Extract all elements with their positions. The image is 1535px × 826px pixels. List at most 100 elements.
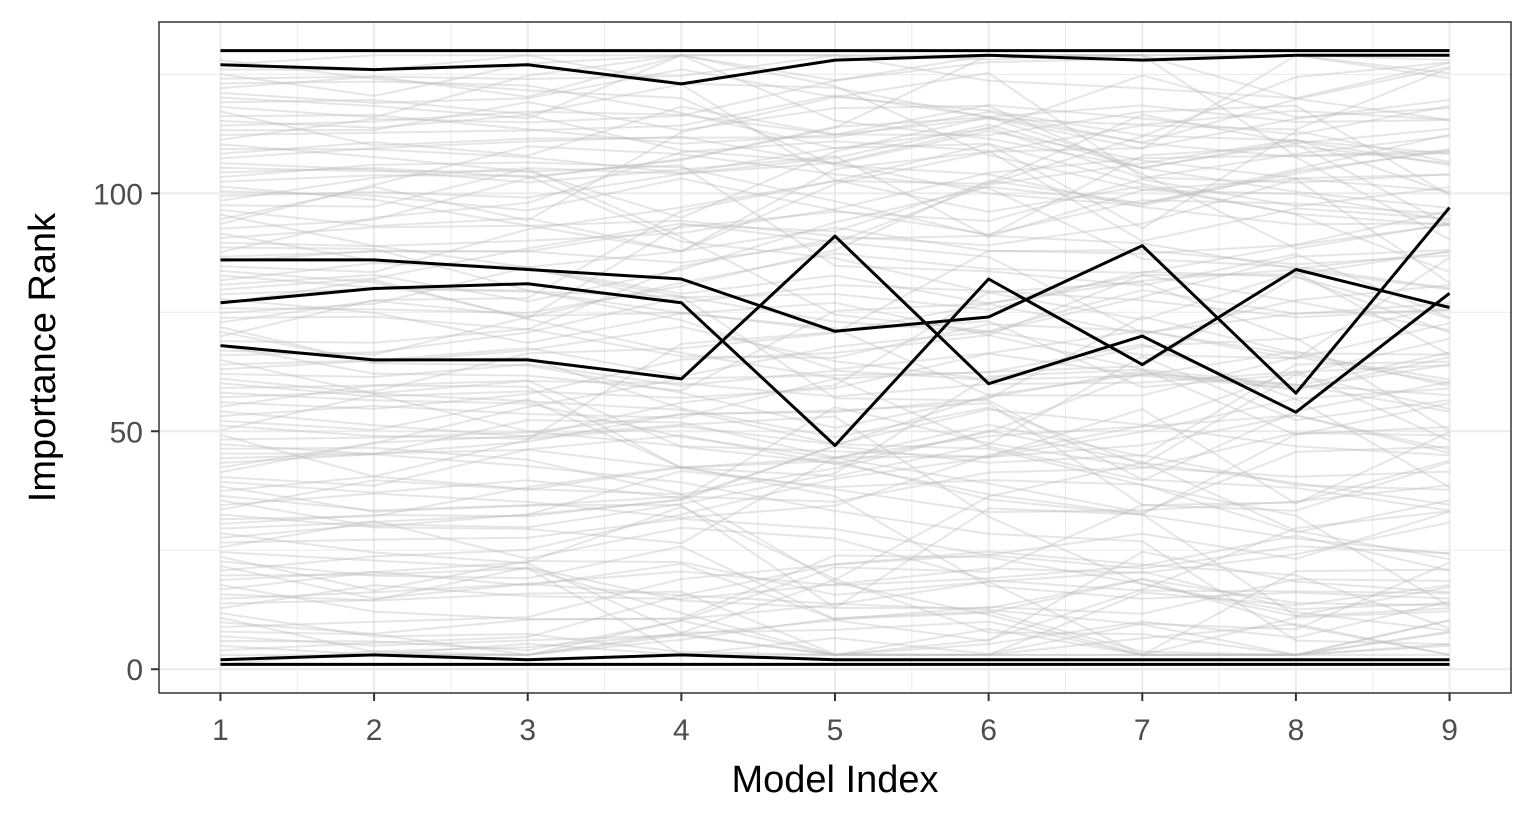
background-series-line: [220, 223, 1450, 356]
background-series-line: [220, 414, 1450, 572]
background-series-line: [220, 250, 1450, 410]
background-series-line: [220, 54, 1450, 150]
axis-tick-labels: 1 2 3 4 5 6 7 8 9 0 50 100: [93, 178, 1458, 747]
y-axis-title: Importance Rank: [22, 212, 64, 502]
background-series-line: [220, 554, 1450, 635]
background-series-line: [220, 431, 1450, 513]
background-series-line: [220, 54, 1450, 100]
background-series-line: [220, 54, 1450, 90]
background-series-line: [220, 446, 1450, 656]
background-series-line: [220, 298, 1450, 436]
background-series-line: [220, 140, 1450, 254]
background-series-line: [220, 149, 1450, 248]
x-tick-label: 3: [519, 714, 536, 747]
background-series-line: [220, 520, 1450, 595]
x-tick-label: 1: [212, 714, 229, 747]
highlighted-series-line-6: [220, 653, 1450, 662]
background-series-line: [220, 459, 1450, 657]
background-series-line: [220, 325, 1451, 432]
background-series-line: [220, 360, 1450, 460]
background-series-line: [220, 550, 1450, 656]
background-series-line: [220, 101, 1450, 250]
background-series-line: [220, 174, 1450, 356]
background-series-line: [220, 555, 1450, 656]
background-series-line: [220, 155, 1450, 238]
background-series-line: [220, 610, 1450, 656]
background-series-line: [220, 54, 1450, 227]
background-series-line: [220, 54, 1450, 158]
x-tick-label: 2: [366, 714, 383, 747]
background-series-line: [220, 600, 1450, 656]
background-series-line: [220, 145, 1450, 331]
background-series-line: [220, 83, 1450, 227]
background-series-line: [220, 634, 1450, 656]
background-series-line: [220, 322, 1450, 378]
background-series-line: [220, 465, 1450, 600]
background-series-line: [220, 387, 1450, 459]
background-series-line: [220, 461, 1450, 634]
background-series-line: [220, 299, 1450, 397]
background-series-line: [220, 379, 1450, 617]
axis-ticks: [151, 192, 1451, 701]
background-series-line: [220, 222, 1450, 334]
background-series-line: [220, 145, 1450, 290]
x-axis-title: Model Index: [731, 759, 938, 801]
background-series-line: [220, 562, 1450, 621]
background-series-line: [220, 114, 1450, 207]
background-series-line: [220, 545, 1450, 656]
background-series-line: [220, 402, 1450, 512]
background-series-line: [220, 510, 1450, 600]
background-series-line: [220, 355, 1450, 478]
x-tick-label: 7: [1134, 714, 1151, 747]
background-series-line: [220, 54, 1450, 179]
background-series-line: [220, 521, 1450, 610]
background-series-line: [220, 104, 1451, 196]
background-series-line: [220, 99, 1450, 253]
background-series-line: [220, 363, 1450, 390]
highlighted-series-line-3: [220, 206, 1451, 395]
background-series-line: [220, 368, 1450, 539]
background-series-line: [220, 494, 1450, 610]
background-series-line: [220, 410, 1450, 632]
background-series-line: [220, 505, 1450, 656]
background-series-line: [220, 372, 1450, 487]
background-series-line: [220, 594, 1450, 656]
background-series-line: [220, 570, 1450, 621]
background-series-line: [220, 74, 1450, 150]
background-series-line: [220, 414, 1450, 545]
background-series-line: [220, 350, 1450, 399]
background-series-line: [220, 326, 1450, 429]
background-series-line: [220, 429, 1450, 561]
background-series-line: [220, 178, 1450, 263]
background-series-line: [220, 507, 1450, 610]
background-series-line: [220, 364, 1450, 398]
background-series-line: [220, 517, 1450, 570]
background-series-line: [220, 315, 1450, 464]
background-series-line: [220, 66, 1450, 219]
y-tick-label: 0: [126, 654, 143, 687]
background-series-line: [220, 142, 1450, 273]
background-series-line: [220, 161, 1450, 270]
x-tick-label: 8: [1288, 714, 1305, 747]
x-tick-label: 4: [673, 714, 690, 747]
background-series-line: [220, 619, 1450, 656]
background-series-line: [220, 148, 1450, 315]
background-series-line: [220, 270, 1450, 357]
highlighted-series-line-5: [220, 234, 1451, 414]
background-series-line: [220, 281, 1450, 469]
background-series-line: [220, 275, 1450, 419]
background-series-line: [220, 177, 1450, 236]
highlighted-series-group: [220, 49, 1451, 666]
background-series-line: [220, 408, 1450, 505]
background-series-line: [220, 550, 1450, 630]
background-series-line: [220, 54, 1450, 121]
background-series-line: [220, 469, 1450, 534]
background-series-line: [220, 138, 1450, 264]
background-series-line: [220, 611, 1450, 656]
grid: [159, 22, 1511, 693]
x-tick-label: 5: [827, 714, 844, 747]
background-series-line: [220, 551, 1450, 656]
background-series-line: [220, 369, 1450, 519]
